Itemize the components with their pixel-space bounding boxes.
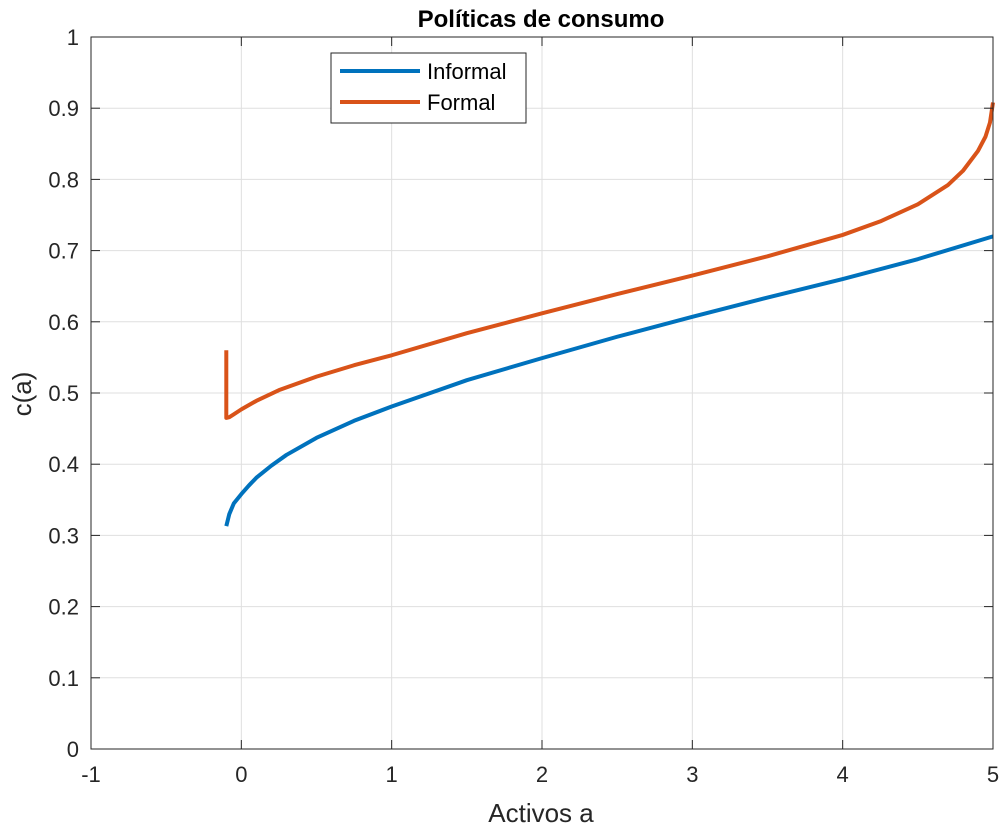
y-tick-label: 0.1 (48, 666, 79, 691)
y-tick-label: 0.5 (48, 381, 79, 406)
x-tick-label: 1 (386, 762, 398, 787)
x-tick-label: 4 (837, 762, 849, 787)
legend-box (330, 52, 527, 124)
series-line-informal (224, 234, 994, 527)
legend-label-formal: Formal (427, 90, 495, 115)
y-tick-label: 0.3 (48, 523, 79, 548)
legend: Informal Formal (330, 52, 527, 124)
y-tick-label: 0.8 (48, 167, 79, 192)
x-tick-label: 5 (987, 762, 999, 787)
x-tick-label: 3 (686, 762, 698, 787)
x-tick-label: -1 (81, 762, 101, 787)
x-tick-label: 2 (536, 762, 548, 787)
y-tick-label: 1 (67, 25, 79, 50)
legend-label-informal: Informal (427, 59, 506, 84)
x-tick-labels: -1 0 1 2 3 4 5 (81, 762, 999, 787)
y-tick-labels: 0 0.1 0.2 0.3 0.4 0.5 0.6 0.7 0.8 0.9 1 (48, 25, 79, 762)
axis-ticks (90, 36, 994, 750)
series-line-formal (224, 102, 995, 420)
y-tick-label: 0.2 (48, 595, 79, 620)
x-tick-label: 0 (235, 762, 247, 787)
y-axis-label: c(a) (7, 372, 37, 417)
y-tick-label: 0 (67, 737, 79, 762)
chart-title: Políticas de consumo (418, 6, 665, 33)
y-tick-label: 0.4 (48, 452, 79, 477)
y-tick-label: 0.9 (48, 96, 79, 121)
y-tick-label: 0.7 (48, 239, 79, 264)
y-tick-label: 0.6 (48, 310, 79, 335)
x-axis-label: Activos a (488, 798, 594, 828)
series-lines (224, 102, 995, 527)
